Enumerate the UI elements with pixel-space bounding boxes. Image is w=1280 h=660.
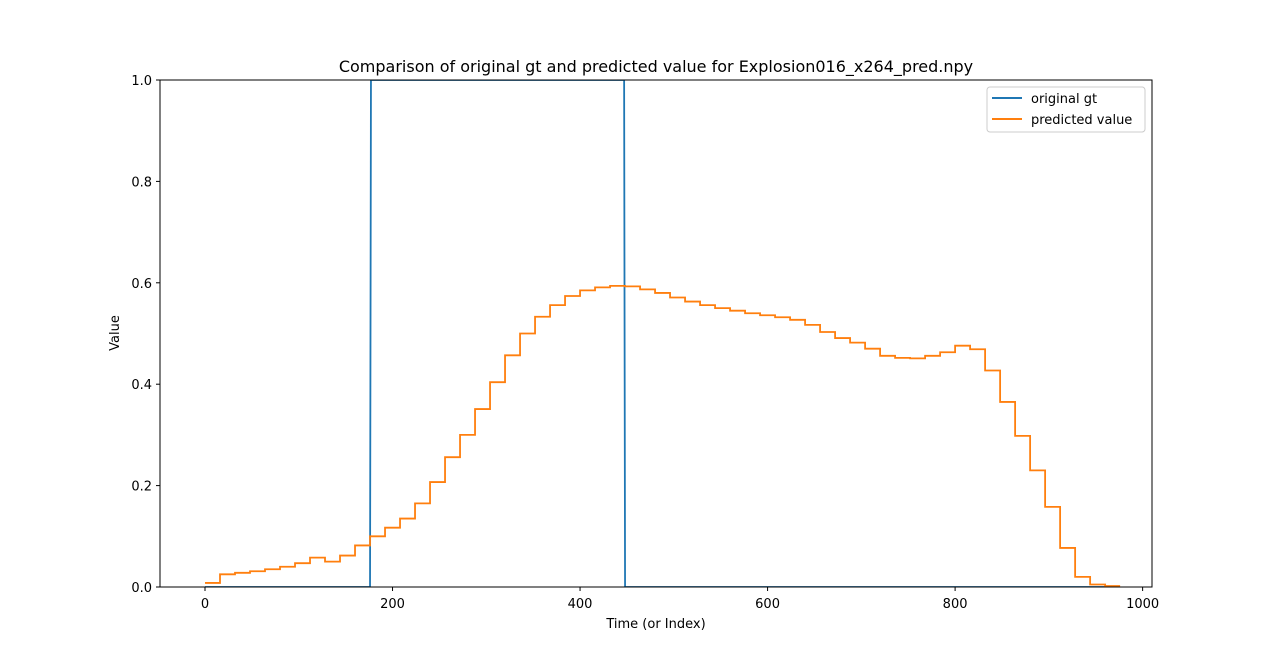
x-tick-label: 400 [568, 597, 593, 612]
x-axis: 0 200 400 600 800 1000 [201, 587, 1159, 612]
x-axis-label: Time (or Index) [605, 617, 705, 632]
plot-area [159, 79, 1153, 588]
x-tick-label: 600 [755, 597, 780, 612]
x-tick-label: 800 [943, 597, 968, 612]
chart-title: Comparison of original gt and predicted … [339, 57, 973, 77]
y-tick-label: 0.4 [131, 378, 152, 393]
y-tick-label: 0.6 [131, 277, 152, 292]
legend-entry-label: original gt [1031, 92, 1097, 107]
y-axis-label: Value [108, 315, 123, 351]
y-tick-label: 0.2 [131, 480, 152, 495]
legend-box [986, 86, 1146, 133]
legend-entry-label: predicted value [1031, 113, 1132, 128]
plot-frame [159, 79, 1153, 588]
x-tick-label: 0 [201, 597, 209, 612]
x-tick-label: 200 [380, 597, 405, 612]
y-tick-label: 0.0 [131, 581, 152, 596]
x-tick-label: 1000 [1126, 597, 1159, 612]
y-tick-label: 1.0 [131, 74, 152, 89]
legend: original gt predicted value [986, 86, 1146, 133]
series-line-original-gt [205, 80, 1106, 587]
y-tick-label: 0.8 [131, 175, 152, 190]
series-line-predicted-value [205, 284, 1121, 587]
y-axis: 0.0 0.2 0.4 0.6 0.8 1.0 [131, 74, 160, 596]
